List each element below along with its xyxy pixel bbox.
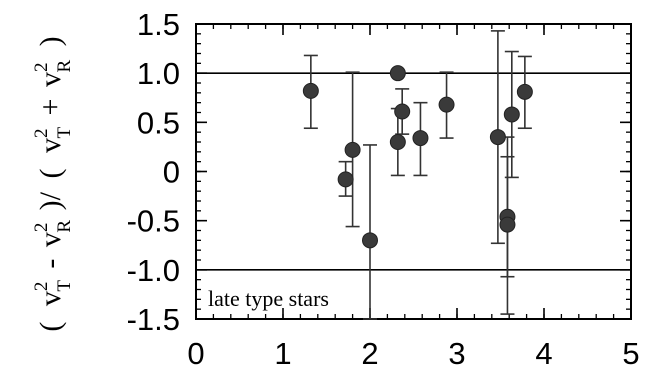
data-point (412, 130, 429, 147)
x-tick-label: 0 (187, 336, 204, 371)
axes-layer (195, 23, 632, 320)
data-point (302, 82, 319, 99)
x-tick-label: 3 (448, 336, 465, 371)
y-tick-label: 1.5 (137, 7, 180, 42)
plot-frame (195, 23, 632, 320)
x-tick-label: 4 (535, 336, 552, 371)
data-point (499, 216, 516, 233)
data-point (344, 141, 361, 158)
data-point (516, 83, 533, 100)
data-point (438, 96, 455, 113)
y-tick-label: -1.5 (127, 302, 180, 337)
y-tick-label: 1.0 (137, 56, 180, 91)
data-point (489, 129, 506, 146)
y-tick-label: 0.5 (137, 105, 180, 140)
reference-lines (196, 72, 631, 271)
data-point (337, 171, 354, 188)
error-bars (303, 30, 532, 320)
y-axis-label: ( v2 T - v2 R )/ ( v2 T + v2 R ) (31, 36, 77, 331)
y-axis-label-text: ( v2 T - v2 R )/ ( v2 T + v2 R ) (31, 36, 77, 331)
y-tick-label: -0.5 (127, 204, 180, 239)
x-tick-label: 5 (622, 336, 639, 371)
y-tick-label: 0 (163, 155, 180, 190)
chart-annotation: late type stars (208, 286, 329, 311)
x-tick-label: 1 (274, 336, 291, 371)
data-point (503, 106, 520, 123)
y-tick-label: -1.0 (127, 253, 180, 288)
data-points (302, 65, 533, 249)
data-point (389, 65, 406, 82)
x-tick-label: 2 (361, 336, 378, 371)
data-point (389, 134, 406, 150)
data-point (362, 232, 378, 249)
tick-labels: 0 1 2 3 4 5 1.5 1.0 0.5 0 -0.5 -1.0 -1.5 (127, 7, 640, 371)
data-point (394, 103, 411, 120)
